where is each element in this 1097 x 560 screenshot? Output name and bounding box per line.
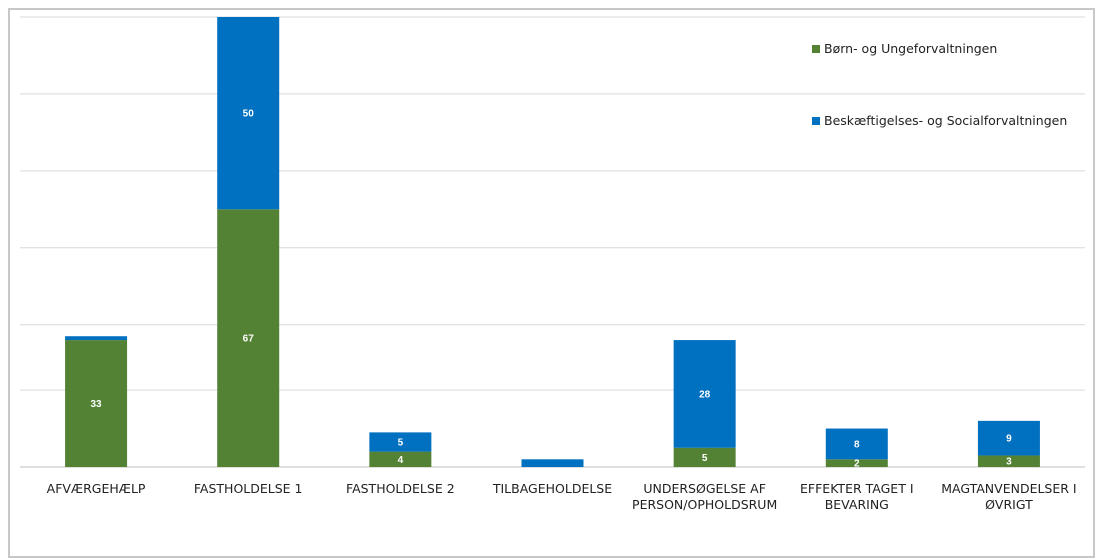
bar-segment — [673, 447, 736, 467]
data-label: 8 — [854, 439, 860, 450]
bar-segment — [369, 432, 432, 452]
category-labels: AFVÆRGEHÆLP FASTHOLDELSE 1 FASTHOLDELSE 2 T… — [47, 481, 1077, 512]
data-label: 9 — [1006, 434, 1012, 445]
category-label: BEVARING — [825, 497, 889, 512]
bar-segment — [65, 340, 128, 467]
data-label: 50 — [243, 109, 255, 120]
bar-segment — [673, 340, 736, 448]
data-label: 5 — [398, 438, 404, 449]
bar-segment — [825, 428, 888, 460]
category-label: FASTHOLDELSE 1 — [194, 481, 303, 496]
gridlines — [20, 16, 1085, 468]
bar-segment — [825, 459, 888, 467]
category-label: PERSON/OPHOLDSRUM — [632, 497, 777, 512]
bar-segment — [217, 209, 280, 468]
bar-segment — [217, 17, 280, 210]
data-label: 4 — [398, 455, 404, 466]
bar-segment — [65, 336, 128, 341]
legend: Børn- og Ungeforvaltningen Beskæftigelses… — [812, 41, 1067, 128]
category-label: ØVRIGT — [985, 497, 1033, 512]
legend-label: Børn- og Ungeforvaltningen — [824, 41, 997, 56]
category-label: UNDERSØGELSE AF — [643, 481, 766, 496]
bar-segment — [521, 459, 584, 467]
legend-swatch — [812, 117, 820, 125]
bar-segment — [977, 455, 1040, 467]
data-label: 28 — [699, 389, 711, 400]
bar-segment — [977, 420, 1040, 456]
category-label: MAGTANVENDELSER I — [941, 481, 1076, 496]
category-label: AFVÆRGEHÆLP — [47, 481, 146, 496]
legend-label: Beskæftigelses- og Socialforvaltningen — [824, 113, 1067, 128]
bar-segment — [369, 451, 432, 467]
data-label: 2 — [854, 459, 860, 470]
data-label: 5 — [702, 453, 708, 464]
legend-swatch — [812, 45, 820, 53]
category-label: EFFEKTER TAGET I — [800, 481, 913, 496]
category-label: TILBAGEHOLDELSE — [492, 481, 612, 496]
category-label: FASTHOLDELSE 2 — [346, 481, 455, 496]
data-label: 3 — [1006, 457, 1012, 468]
bars — [65, 17, 1040, 468]
data-label: 67 — [243, 334, 255, 345]
data-label: 33 — [91, 399, 103, 410]
